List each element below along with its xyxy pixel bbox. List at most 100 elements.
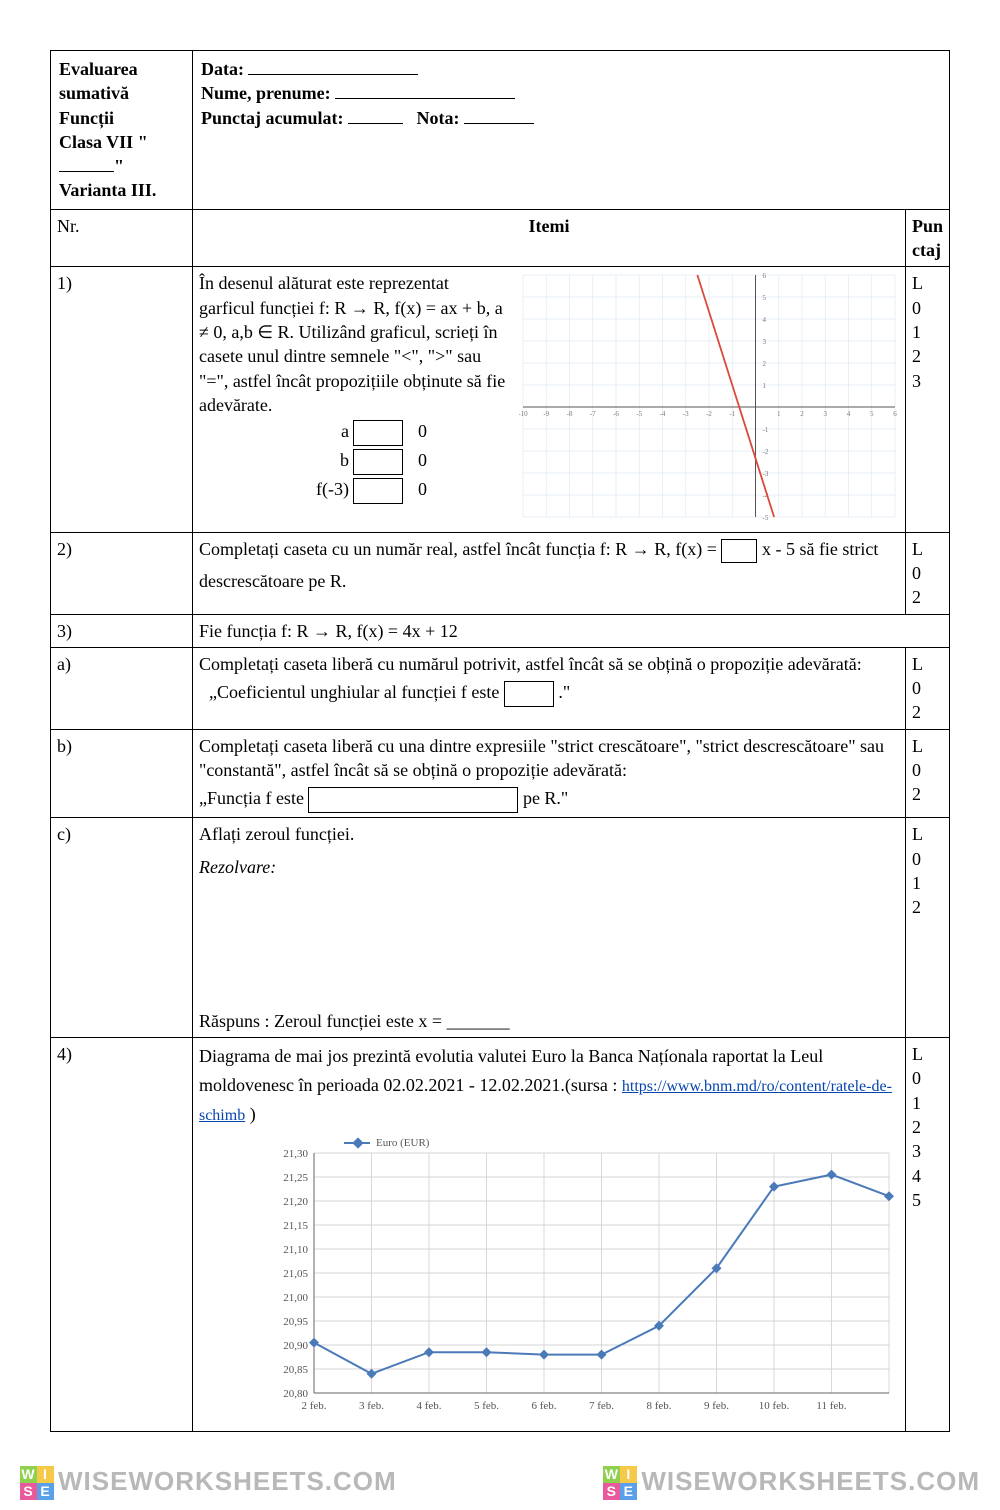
svg-text:7 feb.: 7 feb. [589,1400,614,1412]
item2-content: Completați caseta cu un număr real, astf… [192,532,905,614]
svg-text:2: 2 [800,410,804,418]
svg-text:11 feb.: 11 feb. [816,1400,846,1412]
col-header-nr: Nr. [51,209,193,267]
item1-punctaj: L 0 1 2 3 [905,267,949,532]
item3c-answer: Răspuns : Zeroul funcției este x = _____… [199,1009,899,1033]
svg-text:-9: -9 [543,410,549,418]
item3a-content: Completați caseta liberă cu numărul potr… [192,647,905,729]
watermark-left: WISEWISEWORKSHEETS.COM [20,1466,397,1500]
svg-text:-5: -5 [762,514,768,521]
svg-text:3: 3 [762,338,766,346]
name-blank[interactable] [335,98,515,99]
item3a-punctaj: L 0 2 [905,647,949,729]
grade-blank[interactable] [464,123,534,124]
item2-nr: 2) [51,532,193,614]
svg-text:1: 1 [777,410,781,418]
svg-text:4: 4 [847,410,851,418]
svg-text:-1: -1 [762,426,768,434]
svg-text:4 feb.: 4 feb. [416,1400,441,1412]
watermark-right: WISEWISEWORKSHEETS.COM [603,1466,980,1500]
item3c-punctaj: L 0 1 2 [905,818,949,1038]
svg-text:20,85: 20,85 [283,1364,308,1376]
title-line2: Funcții [59,106,184,130]
svg-text:5: 5 [870,410,874,418]
item2-box[interactable] [721,539,757,563]
svg-text:-4: -4 [660,410,666,418]
header-right: Data: Nume, prenume: Punctaj acumulat: N… [192,51,949,210]
worksheet-table: Evaluarea sumativă Funcții Clasa VII "" … [50,50,950,1432]
item3-text: Fie funcția f: R → R, f(x) = 4x + 12 [192,614,949,647]
date-line: Data: [201,57,941,81]
item3b-box[interactable] [308,787,518,813]
svg-text:6: 6 [762,272,766,280]
item1-box-b[interactable] [353,449,403,475]
date-blank[interactable] [248,74,418,75]
name-line: Nume, prenume: [201,81,941,105]
title-line1: Evaluarea sumativă [59,57,184,106]
item3c-content: Aflați zeroul funcției. Rezolvare: Răspu… [192,818,905,1038]
item2-punctaj: L 0 2 [905,532,949,614]
class-blank[interactable] [59,171,114,172]
rezolvare-label: Rezolvare: [199,855,899,879]
svg-text:21,05: 21,05 [283,1268,308,1280]
item1-content: În desenul alăturat este reprezentat gar… [192,267,905,532]
svg-text:21,30: 21,30 [283,1148,308,1160]
score-line: Punctaj acumulat: Nota: [201,106,941,130]
svg-text:1: 1 [762,382,766,390]
item4-punctaj: L 0 1 2 3 4 5 [905,1038,949,1432]
svg-text:6 feb.: 6 feb. [531,1400,556,1412]
wise-badge-icon: WISE [603,1466,637,1500]
watermark-footer: WISEWISEWORKSHEETS.COM WISEWISEWORKSHEET… [0,1452,1000,1510]
item1-box-a[interactable] [353,420,403,446]
item4-nr: 4) [51,1038,193,1432]
svg-text:21,15: 21,15 [283,1220,308,1232]
svg-text:5 feb.: 5 feb. [474,1400,499,1412]
svg-text:21,20: 21,20 [283,1196,308,1208]
item4-content: Diagrama de mai jos prezintă evolutia va… [192,1038,905,1432]
svg-text:-8: -8 [567,410,573,418]
item1-box-c[interactable] [353,478,403,504]
col-header-punctaj: Pun ctaj [905,209,949,267]
item3a-nr: a) [51,647,193,729]
svg-text:5: 5 [762,294,766,302]
svg-text:-3: -3 [683,410,689,418]
svg-text:-10: -10 [519,410,528,418]
svg-text:20,95: 20,95 [283,1316,308,1328]
svg-text:Euro (EUR): Euro (EUR) [376,1137,430,1149]
item1-graph: -10-9-8-7-6-5-4-3-2-1123456-5-4-3-2-1123… [519,271,899,521]
item1-nr: 1) [51,267,193,532]
svg-text:21,10: 21,10 [283,1244,308,1256]
svg-text:2: 2 [762,360,766,368]
wise-badge-icon: WISE [20,1466,54,1500]
item1-text: În desenul alăturat este reprezentat gar… [199,271,509,417]
item3c-nr: c) [51,818,193,1038]
svg-text:3 feb.: 3 feb. [359,1400,384,1412]
item3a-box[interactable] [504,681,554,707]
svg-text:10 feb.: 10 feb. [759,1400,790,1412]
variant: Varianta III. [59,178,184,202]
svg-text:9 feb.: 9 feb. [704,1400,729,1412]
header-left: Evaluarea sumativă Funcții Clasa VII "" … [51,51,193,210]
svg-text:20,80: 20,80 [283,1388,308,1400]
svg-text:3: 3 [823,410,827,418]
svg-text:-7: -7 [590,410,596,418]
svg-text:20,90: 20,90 [283,1340,308,1352]
svg-text:8 feb.: 8 feb. [646,1400,671,1412]
svg-text:2 feb.: 2 feb. [301,1400,326,1412]
svg-text:-1: -1 [729,410,735,418]
svg-text:-2: -2 [706,410,712,418]
svg-text:-3: -3 [762,470,768,478]
svg-text:21,25: 21,25 [283,1172,308,1184]
item3b-content: Completați caseta liberă cu una dintre e… [192,729,905,817]
svg-text:6: 6 [893,410,897,418]
svg-text:21,00: 21,00 [283,1292,308,1304]
col-header-itemi: Itemi [192,209,905,267]
item4-chart: 20,80 20,85 20,90 20,95 21,00 21,05 21,10 21,15… [259,1131,899,1421]
svg-text:-5: -5 [636,410,642,418]
item3b-nr: b) [51,729,193,817]
item3b-punctaj: L 0 2 [905,729,949,817]
svg-text:4: 4 [762,316,766,324]
svg-text:-6: -6 [613,410,619,418]
score-blank[interactable] [348,123,403,124]
svg-text:-2: -2 [762,448,768,456]
